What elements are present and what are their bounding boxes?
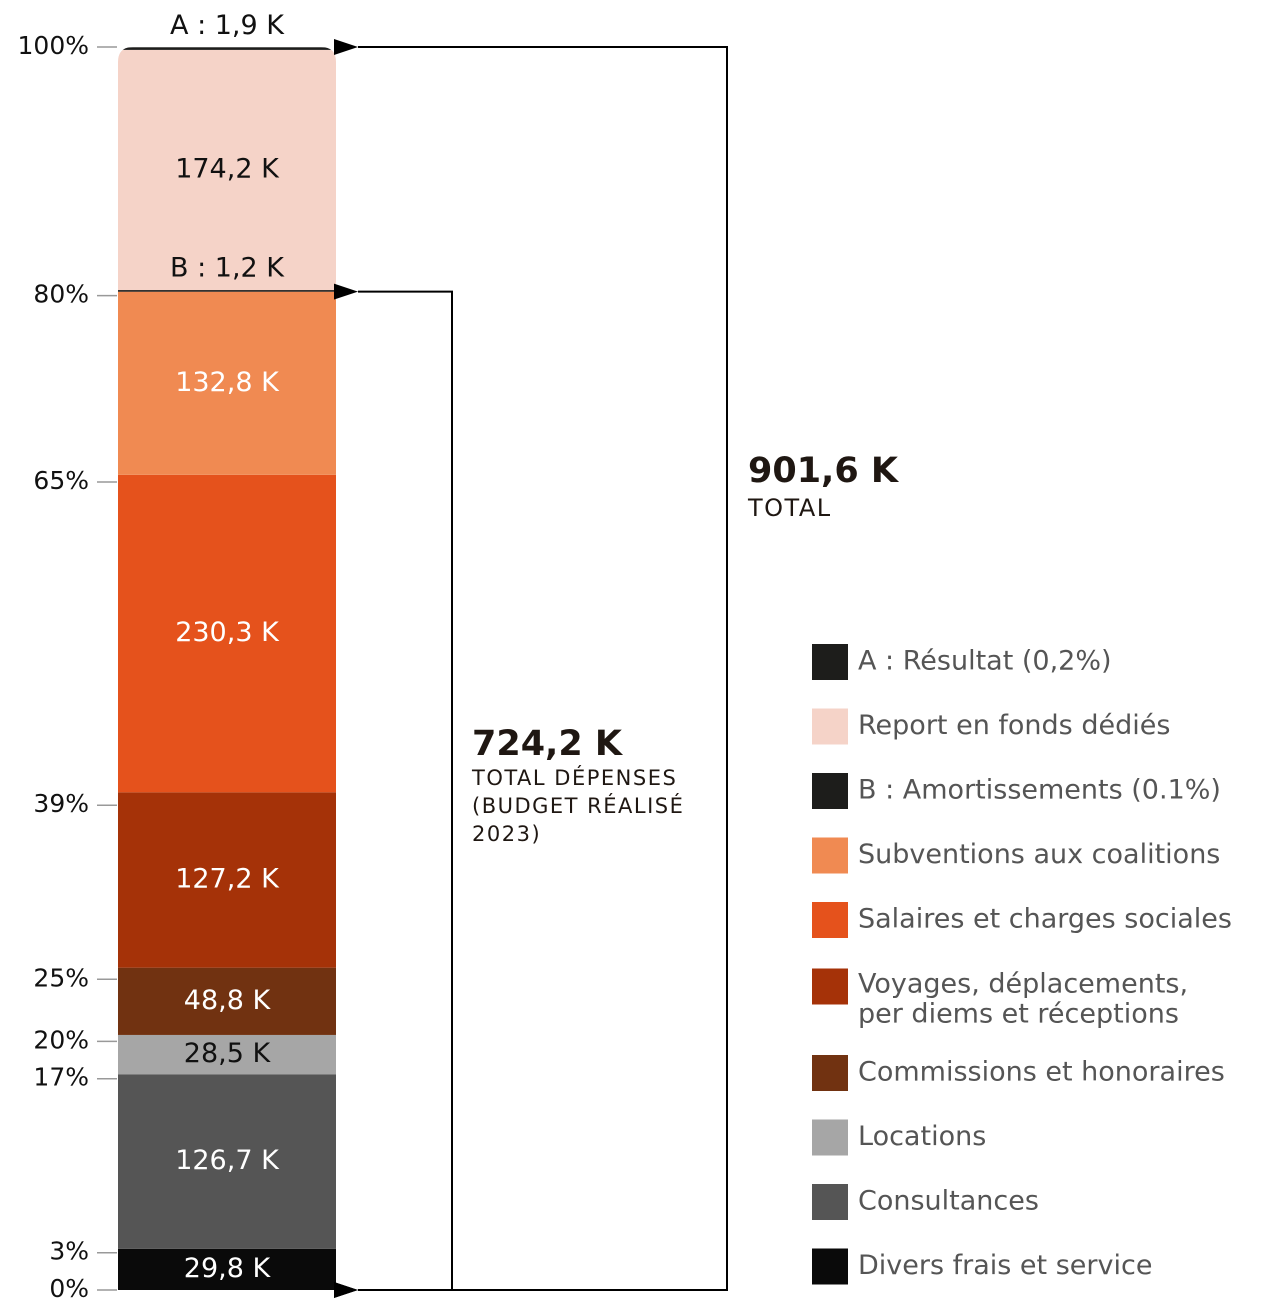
y-tick-label: 65% <box>33 466 89 495</box>
value-label: 29,8 K <box>184 1253 272 1284</box>
value-label: 230,3 K <box>175 617 280 648</box>
y-tick-label: 0% <box>49 1274 89 1298</box>
bar-segment <box>118 1074 336 1249</box>
bar-segment <box>118 967 336 1035</box>
y-tick-label: 20% <box>33 1025 89 1054</box>
legend-label: Subventions aux coalitions <box>858 839 1220 870</box>
legend-swatch <box>812 773 848 809</box>
y-tick-label: 25% <box>33 963 89 992</box>
bar-group <box>118 47 336 1290</box>
legend-swatch <box>812 644 848 680</box>
subtotal-value: 724,2 K <box>472 724 624 764</box>
bar-segment <box>118 290 336 292</box>
bar-segment <box>118 792 336 968</box>
value-label: 132,8 K <box>175 367 280 398</box>
y-tick-label: 100% <box>18 31 89 60</box>
bar-segment <box>118 49 336 291</box>
legend-label: Commissions et honoraires <box>858 1057 1225 1088</box>
y-tick-label: 39% <box>33 789 89 818</box>
value-label: B : 1,2 K <box>170 253 285 284</box>
legend-label: B : Amortissements (0.1%) <box>858 775 1221 806</box>
bar-segment <box>118 291 336 475</box>
legend-swatch <box>812 1184 848 1220</box>
value-label: 28,5 K <box>184 1038 272 1069</box>
bracket-arrow <box>334 283 453 1298</box>
legend-label: Report en fonds dédiés <box>858 710 1170 741</box>
legend-swatch <box>812 1055 848 1091</box>
y-tick-label: 3% <box>49 1237 89 1266</box>
value-label: 174,2 K <box>175 153 280 184</box>
legend-swatch <box>812 968 848 1005</box>
bar-segment <box>118 1248 336 1290</box>
value-label: 127,2 K <box>175 863 280 894</box>
value-label: 48,8 K <box>184 985 272 1016</box>
subtotal-caption: TOTAL DÉPENSES (BUDGET RÉALISÉ 2023) <box>471 765 684 846</box>
y-tick-label: 80% <box>33 280 89 309</box>
legend-label: A : Résultat (0,2%) <box>858 646 1112 677</box>
legend-label: Salaires et charges sociales <box>858 904 1232 935</box>
value-label: A : 1,9 K <box>170 10 285 41</box>
legend-label: Voyages, déplacements, per diems et récep… <box>858 968 1188 1029</box>
bar-segment <box>118 1034 336 1075</box>
bracket-arrow <box>334 39 728 1298</box>
legend-swatch <box>812 1248 848 1285</box>
legend-label: Divers frais et service <box>858 1250 1152 1281</box>
legend-swatch <box>812 837 848 874</box>
legend-swatch <box>812 708 848 745</box>
legend-swatch <box>812 1119 848 1156</box>
bar-segment <box>118 474 336 793</box>
legend-label: Consultances <box>858 1186 1039 1217</box>
y-tick-label: 17% <box>33 1063 89 1092</box>
legend-swatch <box>812 902 848 938</box>
bar-segment <box>118 47 336 50</box>
total-value: 901,6 K <box>748 451 900 491</box>
value-label: 126,7 K <box>175 1145 280 1176</box>
total-caption: TOTAL <box>747 494 832 522</box>
legend-label: Locations <box>858 1121 986 1152</box>
